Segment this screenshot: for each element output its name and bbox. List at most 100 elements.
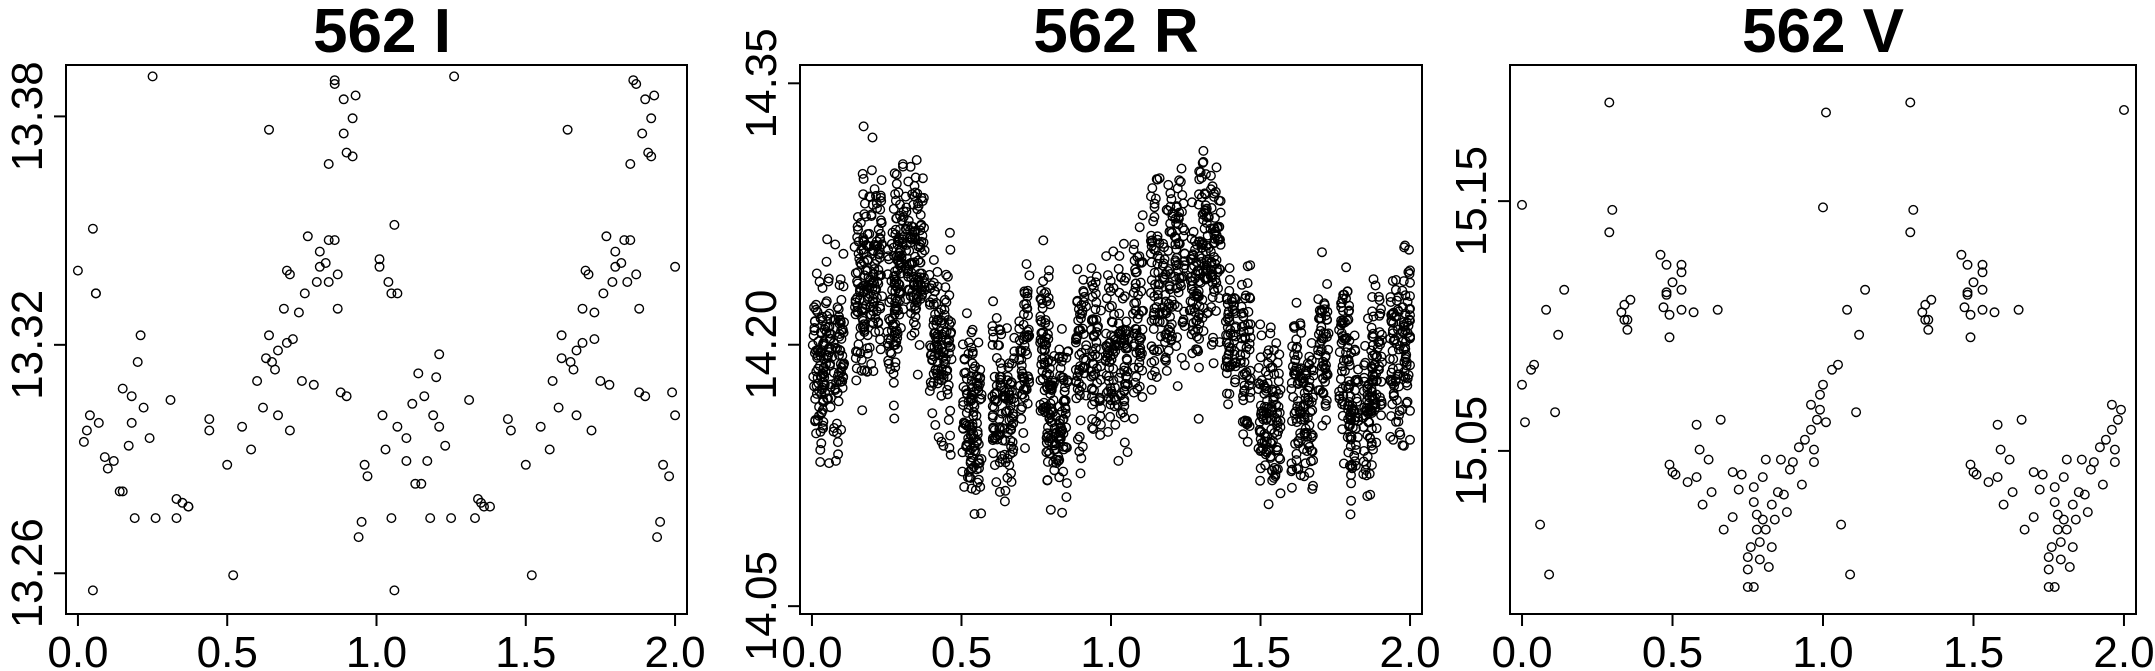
- data-point: [1302, 412, 1313, 423]
- data-point: [832, 428, 843, 439]
- data-point: [938, 347, 949, 358]
- data-point: [945, 244, 956, 255]
- x-tick-label: 1.0: [1792, 628, 1853, 671]
- data-point: [1090, 277, 1101, 288]
- data-point: [577, 337, 588, 348]
- data-point: [1160, 296, 1171, 307]
- data-point: [1214, 337, 1225, 348]
- data-point: [827, 351, 838, 362]
- data-point: [583, 269, 594, 280]
- data-point: [936, 304, 947, 315]
- data-point: [1061, 492, 1072, 503]
- data-point: [924, 386, 935, 397]
- data-point: [1625, 294, 1636, 305]
- data-point: [553, 402, 564, 413]
- data-point: [1207, 332, 1218, 343]
- data-point: [1308, 370, 1319, 381]
- data-point: [610, 246, 621, 257]
- data-point: [1059, 382, 1070, 393]
- data-point: [1368, 274, 1379, 285]
- data-point: [974, 458, 985, 469]
- data-point: [889, 339, 900, 350]
- data-point: [1014, 354, 1025, 365]
- data-point: [1851, 407, 1862, 418]
- data-point: [1385, 292, 1396, 303]
- data-points: [807, 121, 1415, 520]
- data-point: [1541, 304, 1552, 315]
- data-point: [1117, 407, 1128, 418]
- data-point: [1371, 423, 1382, 434]
- data-point: [464, 395, 475, 406]
- data-point: [1836, 519, 1847, 530]
- data-point: [183, 501, 194, 512]
- data-point: [1977, 267, 1988, 278]
- data-point: [1004, 384, 1015, 395]
- data-point: [1305, 407, 1316, 418]
- data-point: [1265, 437, 1276, 448]
- data-point: [946, 327, 957, 338]
- data-point: [1157, 307, 1168, 318]
- data-point: [944, 227, 955, 238]
- data-point: [1694, 444, 1705, 455]
- data-point: [1060, 442, 1071, 453]
- data-point: [1102, 426, 1113, 437]
- data-point: [1393, 369, 1404, 380]
- data-point: [2106, 424, 2117, 435]
- data-point: [1238, 326, 1249, 337]
- data-point: [1039, 345, 1050, 356]
- data-point: [925, 297, 936, 308]
- data-point: [1021, 303, 1032, 314]
- data-point: [1207, 181, 1218, 192]
- data-point: [308, 379, 319, 390]
- data-point: [853, 339, 864, 350]
- data-point: [938, 369, 949, 380]
- data-point: [1055, 363, 1066, 374]
- data-point: [856, 354, 867, 365]
- data-point: [1289, 408, 1300, 419]
- data-point: [1366, 322, 1377, 333]
- data-point: [1334, 324, 1345, 335]
- data-point: [1000, 485, 1011, 496]
- data-point: [2004, 454, 2015, 465]
- data-point: [1349, 450, 1360, 461]
- data-point: [1127, 308, 1138, 319]
- data-point: [967, 452, 978, 463]
- data-point: [1559, 284, 1570, 295]
- data-point: [1244, 375, 1255, 386]
- data-point: [1154, 173, 1165, 184]
- data-point: [341, 391, 352, 402]
- data-point: [1119, 437, 1130, 448]
- data-point: [1057, 507, 1068, 518]
- data-point: [2058, 514, 2069, 525]
- data-point: [1317, 420, 1328, 431]
- data-point: [1145, 191, 1156, 202]
- data-point: [1404, 291, 1415, 302]
- data-point: [1318, 356, 1329, 367]
- data-point: [1166, 301, 1177, 312]
- data-point: [1343, 306, 1354, 317]
- data-point: [1664, 332, 1675, 343]
- data-point: [2049, 497, 2060, 508]
- data-point: [1113, 263, 1124, 274]
- data-point: [1176, 163, 1187, 174]
- data-point: [1995, 444, 2006, 455]
- data-point: [1845, 569, 1856, 580]
- data-point: [2028, 512, 2039, 523]
- data-point: [1128, 413, 1139, 424]
- data-point: [1211, 162, 1222, 173]
- data-point: [1122, 355, 1133, 366]
- data-point: [1086, 263, 1097, 274]
- data-point: [1063, 346, 1074, 357]
- data-point: [1137, 365, 1148, 376]
- data-point: [129, 513, 140, 524]
- data-point: [1236, 301, 1247, 312]
- data-point: [892, 305, 903, 316]
- data-point: [1926, 294, 1937, 305]
- data-point: [1137, 392, 1148, 403]
- data-point: [338, 128, 349, 139]
- data-point: [901, 202, 912, 213]
- data-point: [1133, 362, 1144, 373]
- data-point: [1289, 349, 1300, 360]
- data-point: [1210, 274, 1221, 285]
- data-point: [1173, 266, 1184, 277]
